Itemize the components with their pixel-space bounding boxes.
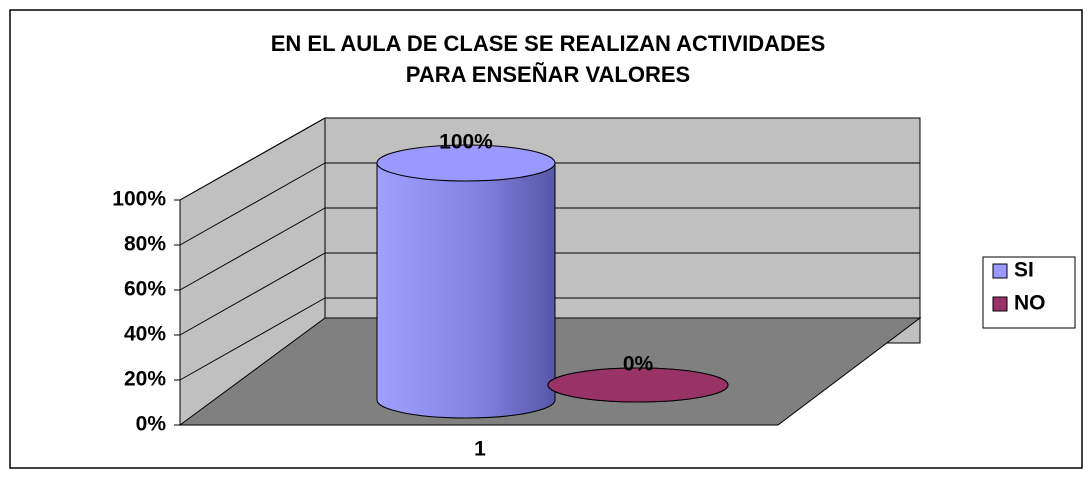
grid-line <box>179 162 326 246</box>
y-tick-label: 80% <box>124 233 166 256</box>
y-tick-label: 40% <box>124 323 166 346</box>
bar <box>377 163 555 400</box>
y-tick-label: 20% <box>124 368 166 391</box>
legend-swatch <box>992 263 1008 279</box>
legend-label: SI <box>1014 259 1034 282</box>
bar-top <box>547 367 729 403</box>
grid-line <box>179 117 326 201</box>
grid-line <box>179 252 326 336</box>
y-tick-label: 60% <box>124 278 166 301</box>
legend-label: NO <box>1014 292 1046 315</box>
bar-top <box>376 144 556 182</box>
data-label: 0% <box>623 353 654 376</box>
chart-title: PARA ENSEÑAR VALORES <box>406 62 690 87</box>
data-label: 100% <box>439 131 493 154</box>
x-tick-label: 1 <box>474 438 486 461</box>
legend-swatch <box>992 296 1008 312</box>
y-tick-label: 100% <box>112 188 166 211</box>
grid-line <box>179 207 326 291</box>
y-tick-label: 0% <box>136 413 167 436</box>
grid-line <box>179 297 326 381</box>
chart-title: EN EL AULA DE CLASE SE REALIZAN ACTIVIDA… <box>271 31 826 56</box>
